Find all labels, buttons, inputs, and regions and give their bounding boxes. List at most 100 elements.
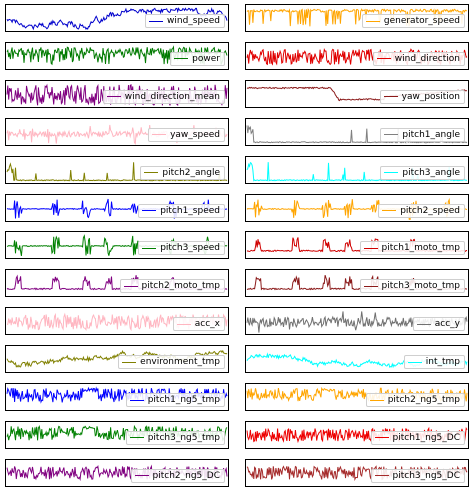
legend-swatch (123, 285, 138, 287)
panel-environment-tmp: environment_tmp (5, 345, 229, 374)
legend-pitch3-angle: pitch3_angle (380, 165, 465, 180)
legend-label: pitch2_ng5_DC (152, 470, 220, 481)
panel-pitch2-ng5-tmp: pitch2_ng5_tmp (245, 383, 469, 411)
panel-acc-x: acc_x (5, 307, 229, 336)
legend-swatch (384, 134, 399, 136)
legend-label: pitch2_speed (400, 205, 460, 216)
legend-label: pitch1_speed (160, 205, 220, 216)
legend-label: pitch2_moto_tmp (141, 281, 220, 292)
series-line-generator-speed (246, 8, 468, 27)
legend-pitch1-ng5-DC: pitch1_ng5_DC (370, 430, 465, 445)
panel-pitch3-angle: pitch3_angle (245, 155, 469, 184)
legend-label: pitch1_ng5_DC (392, 432, 460, 443)
legend-environment-tmp: environment_tmp (118, 355, 225, 370)
panel-yaw-speed: yaw_speed (5, 117, 229, 146)
legend-swatch (382, 210, 397, 211)
legend-label: pitch2_angle (162, 167, 220, 178)
legend-swatch (134, 475, 149, 477)
legend-swatch (384, 172, 399, 174)
legend-pitch1-moto-tmp: pitch1_moto_tmp (359, 241, 465, 256)
panel-pitch3-speed: pitch3_speed (5, 231, 229, 260)
series-line-pitch2-ng5-tmp (246, 386, 468, 403)
legend-label: pitch1_moto_tmp (381, 243, 460, 254)
legend-label: yaw_speed (170, 129, 220, 140)
legend-pitch1-speed: pitch1_speed (138, 203, 225, 218)
legend-wind-direction: wind_direction (372, 51, 465, 66)
panel-pitch2-ng5-DC: pitch2_ng5_DC (5, 458, 229, 487)
legend-swatch (174, 58, 189, 60)
legend-swatch (176, 323, 191, 325)
legend-label: acc_x (194, 319, 220, 330)
panel-pitch1-speed: pitch1_speed (5, 193, 229, 222)
panel-pitch3-moto-tmp: pitch3_moto_tmp (245, 269, 469, 298)
plot-pitch2-ng5-tmp (246, 386, 468, 403)
legend-power: power (170, 51, 225, 66)
panel-pitch2-angle: pitch2_angle (5, 155, 229, 184)
legend-swatch (365, 20, 380, 22)
panel-wind-direction-mean: wind_direction_mean (5, 79, 229, 108)
panel-pitch3-ng5-DC: pitch3_ng5_DC (245, 458, 469, 487)
legend-int-tmp: int_tmp (403, 355, 465, 370)
legend-label: pitch3_ng5_DC (392, 470, 460, 481)
panel-wind-speed: wind_speed (5, 4, 229, 32)
legend-swatch (369, 399, 384, 401)
legend-pitch3-speed: pitch3_speed (138, 241, 225, 256)
panel-pitch3-ng5-tmp: pitch3_ng5_tmp (5, 420, 229, 449)
plot-wind-speed (6, 7, 228, 31)
legend-swatch (374, 437, 389, 439)
legend-pitch3-ng5-tmp: pitch3_ng5_tmp (125, 430, 225, 445)
legend-swatch (152, 134, 167, 136)
legend-swatch (144, 172, 159, 174)
legend-label: wind_direction (394, 53, 460, 64)
legend-swatch (363, 285, 378, 287)
legend-label: power (192, 53, 220, 64)
legend-label: yaw_position (401, 91, 460, 102)
plot-pitch1-angle (246, 124, 468, 144)
legend-generator-speed: generator_speed (361, 14, 465, 28)
legend-swatch (122, 361, 137, 363)
legend-label: pitch3_moto_tmp (381, 281, 460, 292)
panel-pitch1-moto-tmp: pitch1_moto_tmp (245, 231, 469, 260)
legend-acc-x: acc_x (172, 317, 225, 332)
panel-pitch2-speed: pitch2_speed (245, 193, 469, 222)
legend-label: acc_y (434, 319, 460, 330)
legend-label: pitch3_speed (160, 243, 220, 254)
plot-pitch3-angle (246, 161, 468, 182)
legend-pitch2-ng5-DC: pitch2_ng5_DC (130, 468, 225, 483)
legend-acc-y: acc_y (412, 317, 465, 332)
legend-swatch (416, 323, 431, 325)
legend-label: environment_tmp (140, 357, 220, 368)
legend-swatch (149, 20, 164, 22)
legend-swatch (363, 247, 378, 249)
legend-swatch (407, 361, 422, 363)
plot-power (6, 45, 228, 66)
legend-pitch3-moto-tmp: pitch3_moto_tmp (359, 279, 465, 294)
legend-label: pitch1_angle (402, 129, 460, 140)
panel-pitch1-ng5-tmp: pitch1_ng5_tmp (5, 383, 229, 411)
legend-label: pitch1_ng5_tmp (147, 395, 220, 405)
panel-acc-y: acc_y (245, 307, 469, 336)
legend-label: int_tmp (425, 357, 460, 368)
legend-wind-direction-mean: wind_direction_mean (102, 89, 225, 104)
legend-swatch (374, 475, 389, 477)
plot-generator-speed (246, 8, 468, 27)
panel-power: power (5, 41, 229, 70)
legend-pitch3-ng5-DC: pitch3_ng5_DC (370, 468, 465, 483)
panel-int-tmp: int_tmp (245, 345, 469, 374)
series-line-pitch3-angle (246, 161, 468, 182)
legend-pitch1-angle: pitch1_angle (380, 127, 465, 142)
legend-label: pitch3_angle (402, 167, 460, 178)
panel-pitch1-ng5-DC: pitch1_ng5_DC (245, 420, 469, 449)
legend-pitch2-moto-tmp: pitch2_moto_tmp (119, 279, 225, 294)
panel-wind-direction: wind_direction (245, 41, 469, 70)
series-line-power (6, 45, 228, 66)
legend-pitch2-speed: pitch2_speed (378, 203, 465, 218)
legend-pitch2-ng5-tmp: pitch2_ng5_tmp (365, 393, 465, 407)
legend-swatch (376, 58, 391, 60)
legend-label: wind_speed (167, 16, 220, 26)
legend-label: generator_speed (383, 16, 460, 26)
series-line-pitch1-angle (246, 124, 468, 144)
legend-swatch (142, 247, 157, 249)
legend-yaw-speed: yaw_speed (148, 127, 225, 142)
